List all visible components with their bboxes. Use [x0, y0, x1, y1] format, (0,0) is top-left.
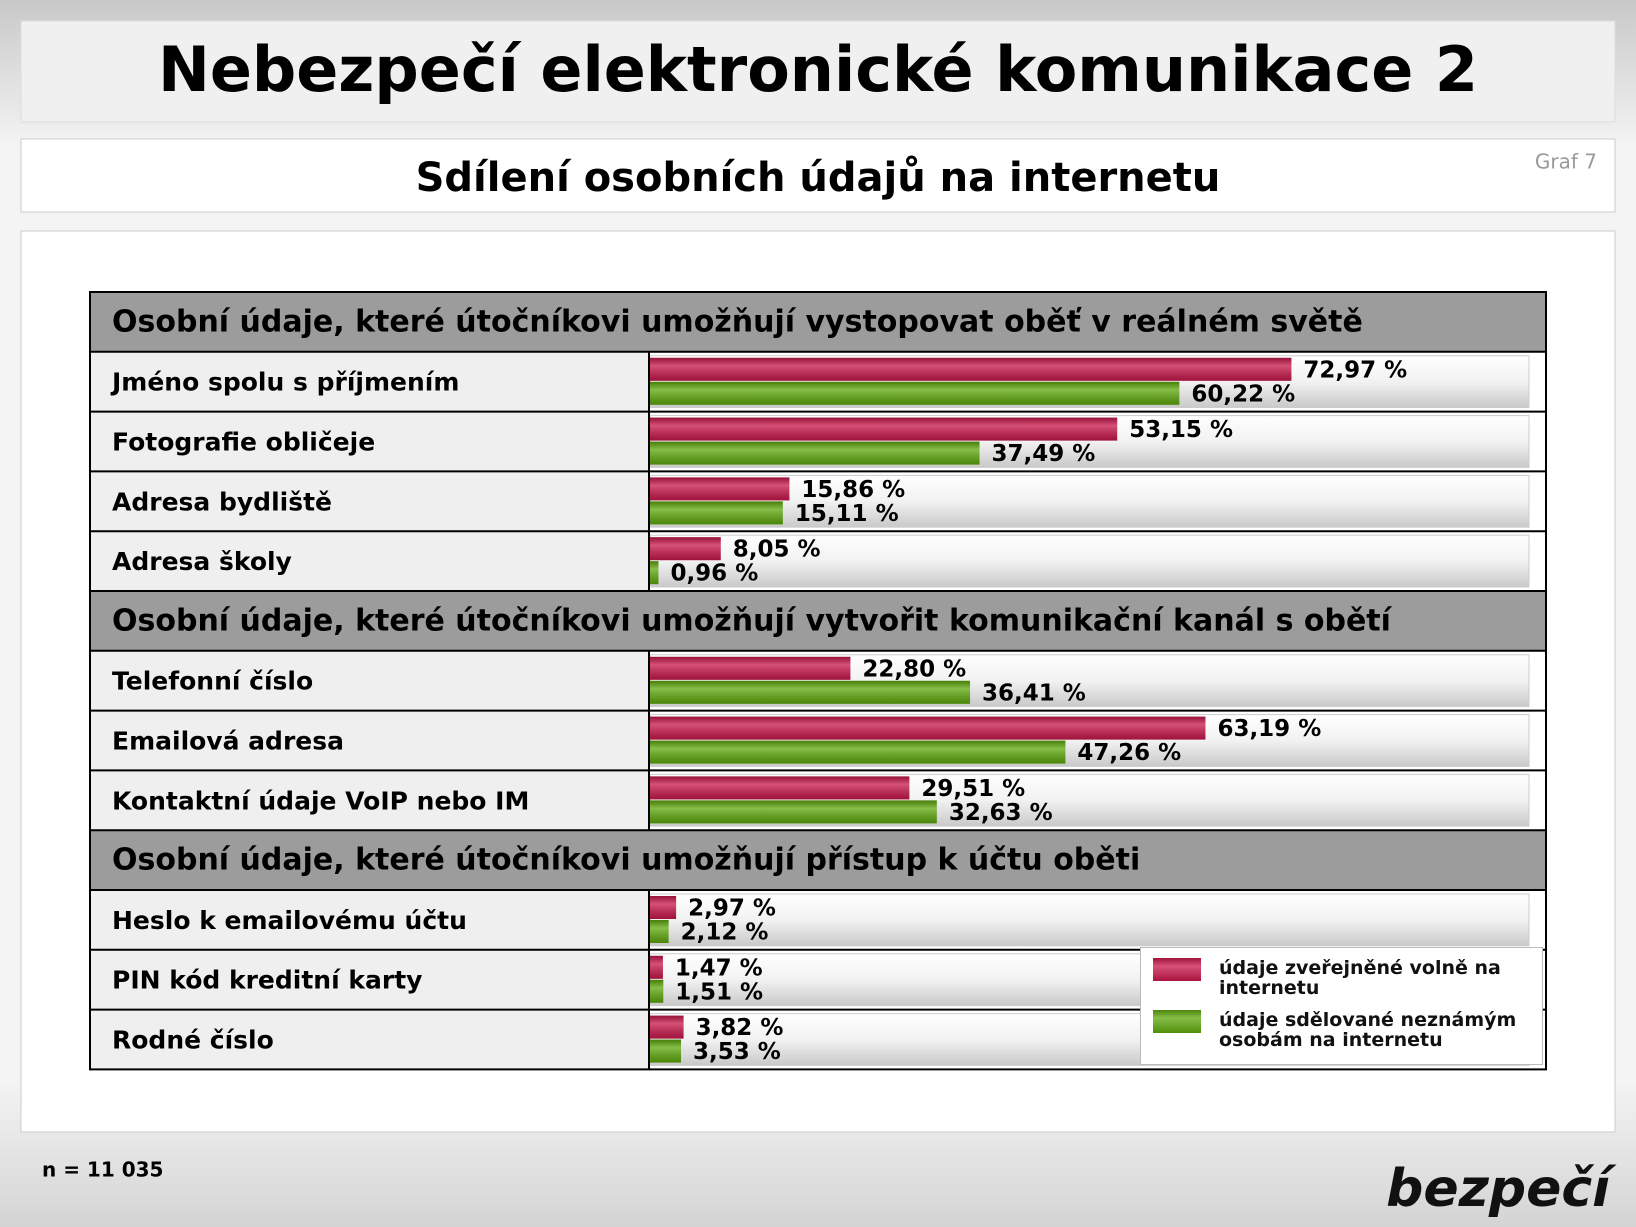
value-label: 15,11 %: [795, 501, 899, 527]
table-border: [89, 291, 1547, 1071]
category-label: Rodné číslo: [112, 1026, 274, 1055]
section-title: Osobní údaje, které útočníkovi umožňují …: [112, 304, 1363, 339]
chart-title: Nebezpečí elektronické komunikace 2: [158, 33, 1478, 106]
value-label: 36,41 %: [982, 680, 1086, 706]
legend: údaje zveřejněné volně na internetu údaje…: [1140, 947, 1543, 1065]
category-label: Telefonní číslo: [112, 667, 313, 696]
legend-swatch: [1153, 1010, 1201, 1033]
value-label: 37,49 %: [992, 441, 1096, 467]
chart-number: Graf 7: [1535, 150, 1597, 174]
bar-gloss: [650, 561, 659, 585]
value-label: 1,51 %: [675, 979, 763, 1005]
subtitle-box: [20, 138, 1616, 213]
label-cell: [90, 890, 649, 950]
legend-item: údaje zveřejněné volně na internetu: [1153, 958, 1530, 998]
bar-gloss: [650, 1015, 684, 1039]
value-label: 1,47 %: [675, 955, 763, 981]
section-title: Osobní údaje, které útočníkovi umožňují …: [112, 843, 1140, 878]
bar-gloss: [650, 357, 1292, 381]
bar-gloss: [650, 896, 677, 919]
category-label: Adresa bydliště: [112, 487, 332, 516]
value-label: 15,86 %: [801, 477, 905, 503]
label-cell: [90, 471, 649, 532]
value-label: 72,97 %: [1303, 357, 1407, 383]
bar-track: [649, 893, 1530, 947]
label-cell: [90, 531, 649, 591]
category-label: Kontaktní údaje VoIP nebo IM: [112, 786, 529, 815]
label-cell: [90, 411, 649, 472]
section-header: [90, 591, 1546, 651]
value-label: 22,80 %: [862, 656, 966, 682]
bar-gloss: [650, 920, 669, 943]
bar-gloss: [650, 716, 1206, 740]
bar-track: [649, 474, 1530, 528]
category-label: Emailová adresa: [112, 727, 344, 756]
bar-gloss: [650, 477, 790, 501]
legend-label: údaje sdělované neznámým osobám na inter…: [1219, 1009, 1517, 1051]
bar-gloss: [650, 417, 1118, 441]
value-label: 63,19 %: [1217, 716, 1321, 742]
value-label: 0,96 %: [670, 561, 758, 587]
section-header: [90, 292, 1546, 352]
section-header: [90, 830, 1546, 890]
title-box: [20, 20, 1616, 123]
legend-label: údaje zveřejněné volně na internetu: [1219, 957, 1501, 999]
bar-gloss: [650, 656, 851, 680]
value-label: 8,05 %: [733, 537, 821, 563]
bar-gloss: [650, 955, 663, 979]
label-cell: [90, 949, 649, 1010]
note: n = 11 035: [42, 1158, 163, 1182]
bar-gloss: [650, 441, 980, 465]
legend-item: údaje sdělované neznámým osobám na inter…: [1153, 1010, 1530, 1050]
logo: bezpečí: [1386, 1159, 1617, 1219]
label-cell: [90, 1009, 649, 1070]
label-cell: [90, 351, 649, 412]
label-cell: [90, 770, 649, 831]
bar-gloss: [650, 680, 971, 704]
section-title: Osobní údaje, které útočníkovi umožňují …: [112, 603, 1393, 638]
bar-gloss: [650, 537, 721, 561]
value-label: 2,97 %: [688, 896, 776, 922]
bar-gloss: [650, 501, 783, 525]
value-label: 2,12 %: [681, 920, 769, 946]
category-label: Heslo k emailovému účtu: [112, 906, 467, 935]
value-label: 32,63 %: [949, 800, 1053, 826]
value-label: 60,22 %: [1191, 381, 1295, 407]
legend-swatch: [1153, 958, 1201, 981]
category-label: PIN kód kreditní karty: [112, 966, 422, 995]
bar-gloss: [650, 381, 1180, 405]
category-label: Adresa školy: [112, 547, 292, 576]
bar-gloss: [650, 979, 664, 1003]
category-label: Jméno spolu s příjmením: [110, 368, 459, 397]
bar-gloss: [650, 740, 1066, 764]
value-label: 29,51 %: [921, 776, 1025, 802]
label-cell: [90, 710, 649, 771]
value-label: 3,53 %: [693, 1039, 781, 1065]
value-label: 3,82 %: [696, 1015, 784, 1041]
value-label: 53,15 %: [1129, 417, 1233, 443]
label-cell: [90, 650, 649, 711]
bar-gloss: [650, 776, 910, 800]
category-label: Fotografie obličeje: [112, 428, 375, 457]
bar-gloss: [650, 1039, 682, 1063]
value-label: 47,26 %: [1077, 740, 1181, 766]
bar-gloss: [650, 800, 937, 824]
chart-subtitle: Sdílení osobních údajů na internetu: [416, 154, 1221, 201]
